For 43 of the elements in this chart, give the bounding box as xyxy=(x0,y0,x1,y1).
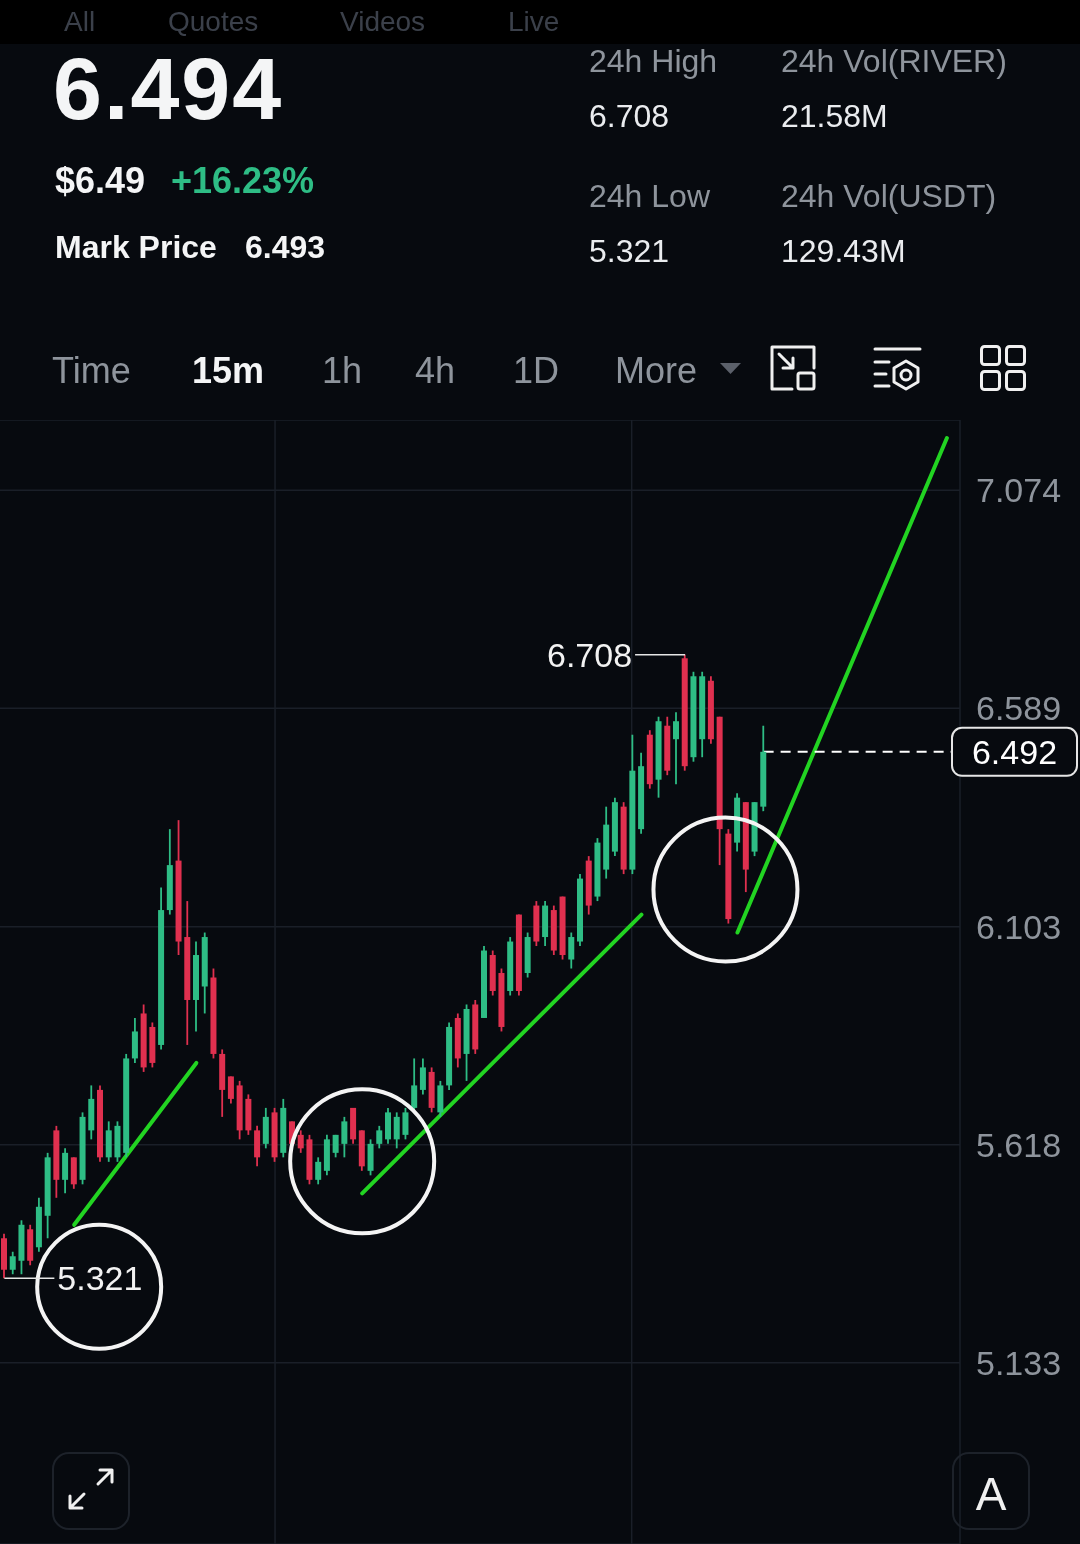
text: 1h xyxy=(322,350,363,391)
text: Live xyxy=(508,6,560,37)
text: 21.58M xyxy=(781,98,888,134)
y-tick-label: 6.589 xyxy=(976,689,1062,728)
text: +16.23% xyxy=(171,160,315,201)
text: 24h Vol(USDT) xyxy=(781,178,997,214)
text: Time xyxy=(52,350,131,391)
text: 1D xyxy=(513,350,560,391)
candlestick xyxy=(9,1250,16,1276)
text: 6.493 xyxy=(245,229,326,265)
y-tick-label: 7.074 xyxy=(976,471,1062,510)
text: 24h Vol(RIVER) xyxy=(781,43,1007,79)
candlestick xyxy=(315,1156,322,1186)
text: 129.43M xyxy=(781,233,906,269)
text: Quotes xyxy=(168,6,259,37)
text: 24h Low xyxy=(589,178,711,214)
y-tick-label: 5.133 xyxy=(976,1343,1062,1382)
text: 5.321 xyxy=(589,233,670,269)
text: 4h xyxy=(415,350,456,391)
candlestick xyxy=(227,1075,234,1105)
text: Videos xyxy=(340,6,426,37)
annotation: 6.708 xyxy=(547,635,633,674)
candlestick xyxy=(297,1129,304,1154)
candlestick xyxy=(393,1111,400,1150)
candlestick xyxy=(376,1124,383,1150)
text: 15m xyxy=(192,350,265,391)
text: $6.49 xyxy=(55,160,146,201)
text: A xyxy=(975,1468,1007,1520)
text: All xyxy=(64,6,96,37)
text: 24h High xyxy=(589,43,718,79)
ref-line-label: 6.492 xyxy=(971,732,1058,771)
candlestick xyxy=(673,711,679,786)
candlestick xyxy=(402,1106,409,1141)
annotation: 5.321 xyxy=(57,1259,143,1298)
text: More xyxy=(615,350,698,391)
text: Mark Price xyxy=(55,229,217,265)
y-tick-label: 6.103 xyxy=(976,907,1062,946)
candlestick xyxy=(341,1115,348,1159)
text: 6.494 xyxy=(53,39,284,138)
text: 6.708 xyxy=(589,98,670,134)
candlestick xyxy=(568,931,575,970)
y-tick-label: 5.618 xyxy=(976,1125,1062,1164)
candlestick xyxy=(419,1057,426,1096)
